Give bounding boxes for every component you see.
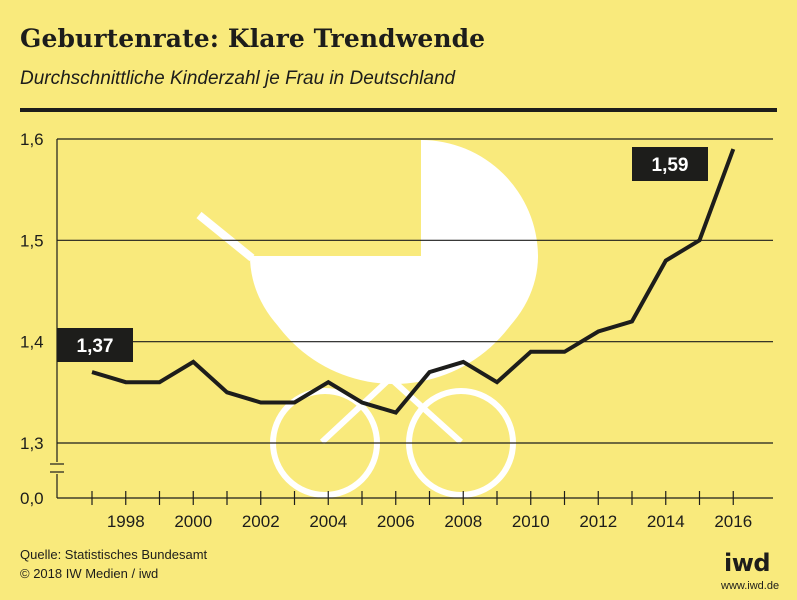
carriage-body bbox=[250, 256, 538, 374]
y-tick-label: 1,3 bbox=[20, 434, 44, 453]
y-tick-label: 0,0 bbox=[20, 489, 44, 508]
x-tick-label: 2000 bbox=[174, 512, 212, 531]
carriage-handle bbox=[196, 211, 255, 262]
x-tick-label: 2004 bbox=[309, 512, 347, 531]
x-tick-label: 2006 bbox=[377, 512, 415, 531]
chart-title: Geburtenrate: Klare Trendwende bbox=[20, 24, 486, 53]
source-note: Quelle: Statistisches Bundesamt © 2018 I… bbox=[20, 545, 207, 583]
copyright-text: © 2018 IW Medien / iwd bbox=[20, 566, 159, 581]
y-tick-label: 1,4 bbox=[20, 333, 44, 352]
baby-carriage-icon bbox=[196, 140, 538, 498]
x-tick-labels: 1998 2000 2002 2004 2006 2008 2010 2012 2014 2016 bbox=[91, 491, 752, 531]
iwd-logo: iwd bbox=[724, 549, 771, 577]
grid-lines bbox=[57, 138, 773, 499]
axes bbox=[50, 139, 64, 498]
y-tick-labels: 1,6 1,5 1,4 1,3 0,0 bbox=[20, 130, 44, 508]
carriage-frame-right bbox=[367, 357, 464, 445]
x-tick-label: 2016 bbox=[714, 512, 752, 531]
carriage-frame-left bbox=[319, 357, 413, 445]
logo-url: www.iwd.de bbox=[721, 580, 780, 592]
title-rule bbox=[20, 108, 777, 112]
callout-label: 1,59 bbox=[652, 155, 689, 176]
x-tick-label: 2008 bbox=[444, 512, 482, 531]
chart-subtitle: Durchschnittliche Kinderzahl je Frau in … bbox=[20, 68, 456, 89]
callout-box bbox=[632, 147, 708, 181]
x-tick-label: 1998 bbox=[107, 512, 145, 531]
y-tick-label: 1,5 bbox=[20, 231, 44, 250]
source-text: Quelle: Statistisches Bundesamt bbox=[20, 547, 208, 562]
series-line bbox=[91, 148, 736, 415]
callout-label: 1,37 bbox=[77, 336, 114, 357]
x-tick-label: 2014 bbox=[647, 512, 685, 531]
callout-box bbox=[57, 328, 133, 362]
x-tick-label: 2012 bbox=[579, 512, 617, 531]
y-tick-label: 1,6 bbox=[20, 130, 44, 149]
x-tick-label: 2010 bbox=[512, 512, 550, 531]
x-tick-label: 2002 bbox=[242, 512, 280, 531]
callouts: 1,37 1,59 bbox=[57, 147, 708, 362]
